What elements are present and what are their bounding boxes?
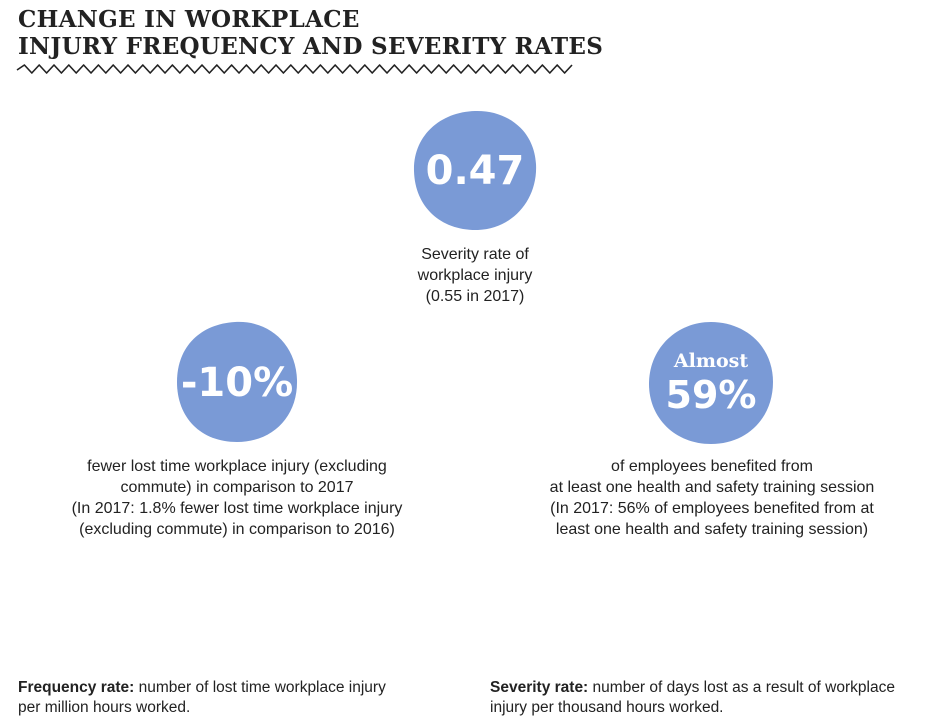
training-caption: of employees benefited from at least one…	[500, 456, 924, 540]
caption-line: commute) in comparison to 2017	[120, 479, 354, 496]
zigzag-divider	[16, 64, 573, 74]
severity-rate-caption: Severity rate of workplace injury (0.55 …	[360, 244, 590, 307]
definition-text: number of days lost as a result of workp…	[490, 679, 895, 716]
training-blob: Almost 59%	[647, 320, 775, 446]
frequency-rate-definition: Frequency rate: number of lost time work…	[18, 678, 388, 718]
severity-rate-definition: Severity rate: number of days lost as a …	[490, 678, 930, 718]
blob-shape	[177, 321, 298, 442]
frequency-rate-value: -10%	[180, 360, 294, 406]
caption-line: (excluding commute) in comparison to 201…	[79, 521, 395, 538]
caption-line: workplace injury	[417, 267, 533, 284]
caption-line: at least one health and safety training …	[549, 479, 875, 496]
caption-line: (0.55 in 2017)	[425, 288, 525, 305]
caption-line: fewer lost time workplace injury (exclud…	[87, 458, 387, 475]
caption-line: (In 2017: 1.8% fewer lost time workplace…	[71, 500, 403, 517]
title-line-1: CHANGE IN WORKPLACE	[18, 6, 360, 33]
frequency-rate-caption: fewer lost time workplace injury (exclud…	[30, 456, 444, 540]
severity-rate-value: 0.47	[425, 148, 525, 194]
blob-shape	[413, 110, 537, 231]
training-value: 59%	[665, 373, 757, 417]
caption-line: Severity rate of	[421, 246, 529, 263]
title-line-2: INJURY FREQUENCY AND SEVERITY RATES	[18, 33, 604, 60]
definition-text: number of lost time workplace injury per…	[18, 679, 386, 716]
caption-line: (In 2017: 56% of employees benefited fro…	[550, 500, 874, 517]
caption-line: of employees benefited from	[611, 458, 813, 475]
page-title: CHANGE IN WORKPLACE INJURY FREQUENCY AND…	[18, 6, 603, 60]
severity-rate-blob: 0.47	[412, 108, 538, 232]
definition-term: Severity rate:	[490, 679, 589, 696]
frequency-rate-blob: -10%	[175, 320, 299, 444]
training-prefix: Almost	[673, 350, 749, 372]
definition-term: Frequency rate:	[18, 679, 135, 696]
blob-shape	[649, 322, 773, 444]
caption-line: least one health and safety training ses…	[555, 521, 869, 538]
